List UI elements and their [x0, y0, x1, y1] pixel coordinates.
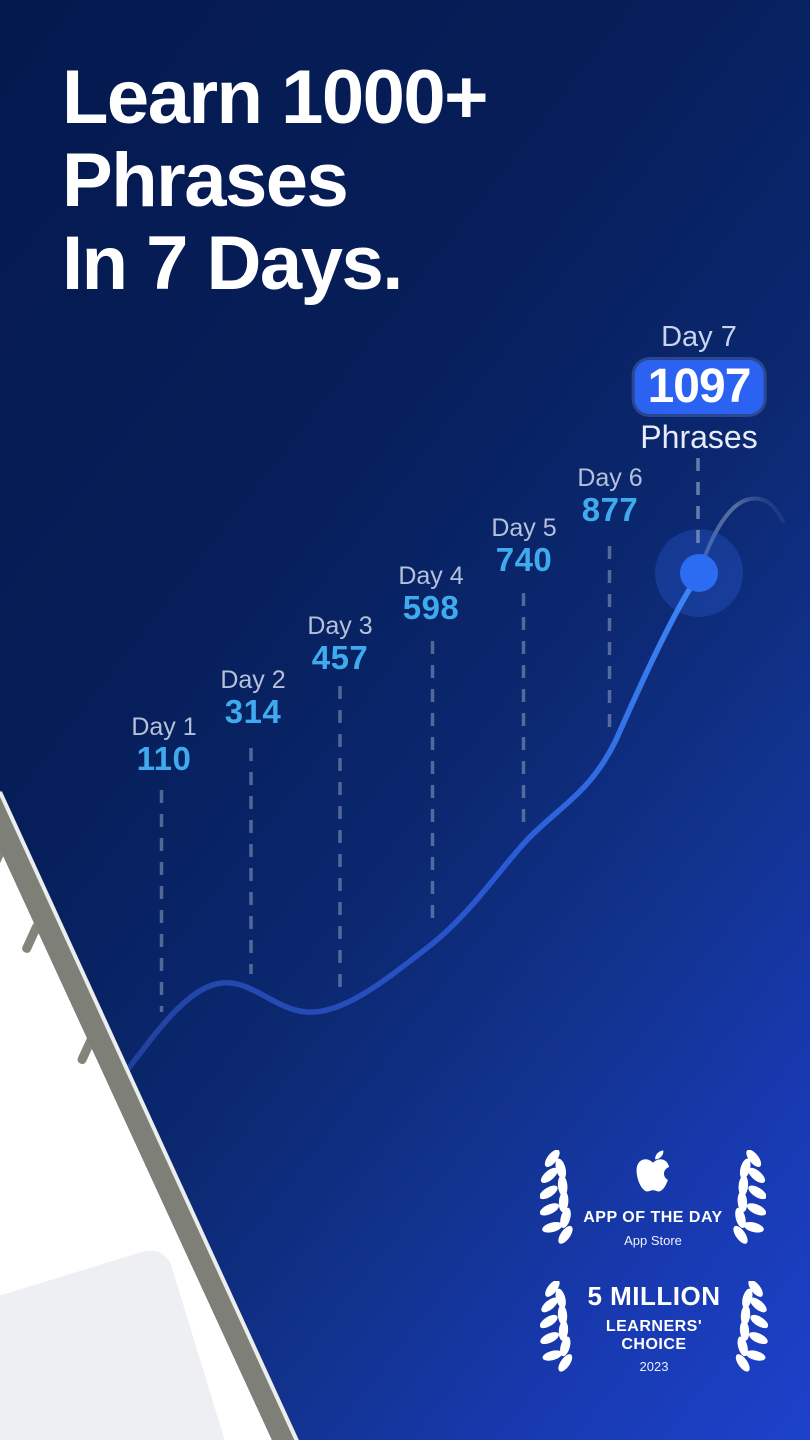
page-title-line-2: Phrases	[62, 138, 349, 223]
award-subtitle: LEARNERS' CHOICE	[605, 1317, 703, 1353]
data-point-dot	[680, 554, 718, 592]
apple-logo-icon	[636, 1149, 670, 1192]
day-value: 314	[224, 693, 282, 730]
laurel-right-icon	[734, 1281, 768, 1373]
day-label: Day 3	[307, 612, 373, 640]
chart-point-day-3: Day 3 457	[307, 613, 372, 675]
award-subtitle: App Store	[624, 1232, 682, 1248]
laurel-right-icon	[732, 1150, 766, 1246]
background-card	[0, 1250, 254, 1440]
chart-point-day-1: Day 1 110	[131, 714, 196, 776]
day-label: Day 4	[398, 562, 464, 590]
day-label: Day 2	[220, 666, 286, 694]
laurel-left-icon	[540, 1281, 574, 1373]
laurel-left-icon	[540, 1150, 574, 1246]
device-edge-highlight	[0, 791, 299, 1440]
day-value: 740	[495, 541, 553, 578]
page-title-line-1: Learn 1000+	[62, 55, 489, 140]
highlight-value-badge: 1097	[634, 360, 764, 414]
highlight-unit-label: Phrases	[640, 419, 758, 455]
day-value: 598	[402, 589, 460, 626]
day-label: Day 6	[577, 464, 643, 492]
chart-point-day-2: Day 2 314	[220, 667, 285, 729]
chart-point-day-6: Day 6 877	[577, 465, 642, 527]
page-title: Learn 1000+ Phrases In 7 Days.	[62, 55, 489, 306]
award-title: 5 MILLION	[587, 1280, 721, 1311]
chart-point-day-5: Day 5 740	[491, 515, 556, 577]
day-label: Day 7	[661, 321, 737, 353]
chart-point-day-4: Day 4 598	[398, 563, 463, 625]
award-title: APP OF THE DAY	[583, 1208, 723, 1226]
day-value: 457	[311, 639, 369, 676]
page-title-line-3: In 7 Days.	[62, 221, 403, 306]
award-learners-choice: 5 MILLION LEARNERS' CHOICE 2023	[540, 1280, 768, 1374]
day-value: 110	[136, 740, 192, 777]
curve-fade-continuation	[697, 496, 785, 576]
day-label: Day 5	[491, 514, 557, 542]
award-app-of-the-day: APP OF THE DAY App Store	[540, 1148, 766, 1248]
progress-curve	[124, 571, 702, 1073]
day-value: 877	[581, 491, 639, 528]
award-year: 2023	[639, 1358, 669, 1374]
guide-lines	[159, 458, 700, 1012]
chart-point-day-7-highlight: Day 7 1097 Phrases	[634, 321, 764, 455]
day-label: Day 1	[131, 713, 197, 741]
